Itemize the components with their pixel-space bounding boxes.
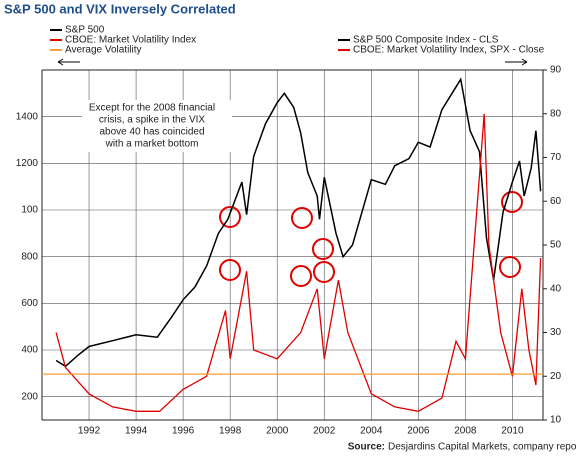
x-tick-label: 2004 [360, 426, 383, 437]
annotation: crisis, a spike in the VIX [99, 115, 205, 126]
x-tick-label: 2006 [407, 426, 430, 437]
circle [291, 207, 313, 229]
y2-tick-label: 10 [550, 415, 562, 426]
circle [313, 261, 335, 283]
circle [219, 259, 241, 281]
series-line [55, 77, 542, 368]
x-tick-label: 1994 [125, 426, 148, 437]
x-tick-label: 1998 [219, 426, 242, 437]
y-tick-label: 800 [21, 251, 38, 262]
x-tick-label: 2008 [454, 426, 477, 437]
y2-tick-label: 20 [550, 371, 562, 382]
chart-title: S&P 500 and VIX Inversely Correlated [4, 1, 236, 16]
y-tick-label: 400 [21, 345, 38, 356]
legend-label: S&P 500 Composite Index - CLS [353, 35, 499, 46]
legend-label: Average Volatility [65, 45, 142, 56]
legend-label: CBOE: Market Volatility Index [65, 35, 196, 46]
circle [290, 265, 312, 287]
circle [219, 206, 241, 228]
left-arrow [57, 58, 80, 66]
y2-tick-label: 40 [550, 283, 562, 294]
y-tick-label: 1400 [16, 111, 39, 122]
circle [312, 238, 334, 260]
annotation: above 40 has coincided [99, 127, 204, 138]
x-tick-label: 1992 [78, 426, 101, 437]
highlight-circles [219, 191, 523, 287]
legend-label: CBOE: Market Volatility Index, SPX - Clo… [353, 45, 545, 56]
y-tick-label: 1200 [16, 158, 39, 169]
circle [501, 191, 523, 213]
y2-tick-label: 80 [550, 108, 562, 119]
x-tick-label: 2000 [266, 426, 289, 437]
legend-label: S&P 500 [65, 25, 105, 36]
y-tick-label: 600 [21, 298, 38, 309]
y2-tick-label: 60 [550, 196, 562, 207]
y2-tick-label: 70 [550, 152, 562, 163]
y2-tick-label: 30 [550, 327, 562, 338]
x-tick-label: 1996 [172, 426, 195, 437]
y2-tick-label: 90 [550, 65, 562, 76]
y-tick-label: 200 [21, 391, 38, 402]
source-label: Source: [348, 442, 385, 453]
right-arrow [505, 58, 528, 66]
annotation-box [82, 100, 232, 152]
source: Desjardins Capital Markets, company repo… [388, 442, 577, 453]
x-tick-label: 2002 [313, 426, 336, 437]
annotation: Except for the 2008 financial [89, 103, 215, 114]
circle [499, 256, 521, 278]
y2-tick-label: 50 [550, 240, 562, 251]
x-tick-label: 2010 [501, 426, 524, 437]
series-line [55, 113, 542, 412]
y-tick-label: 100 [21, 205, 38, 216]
annotation: with a market bottom [105, 139, 199, 150]
